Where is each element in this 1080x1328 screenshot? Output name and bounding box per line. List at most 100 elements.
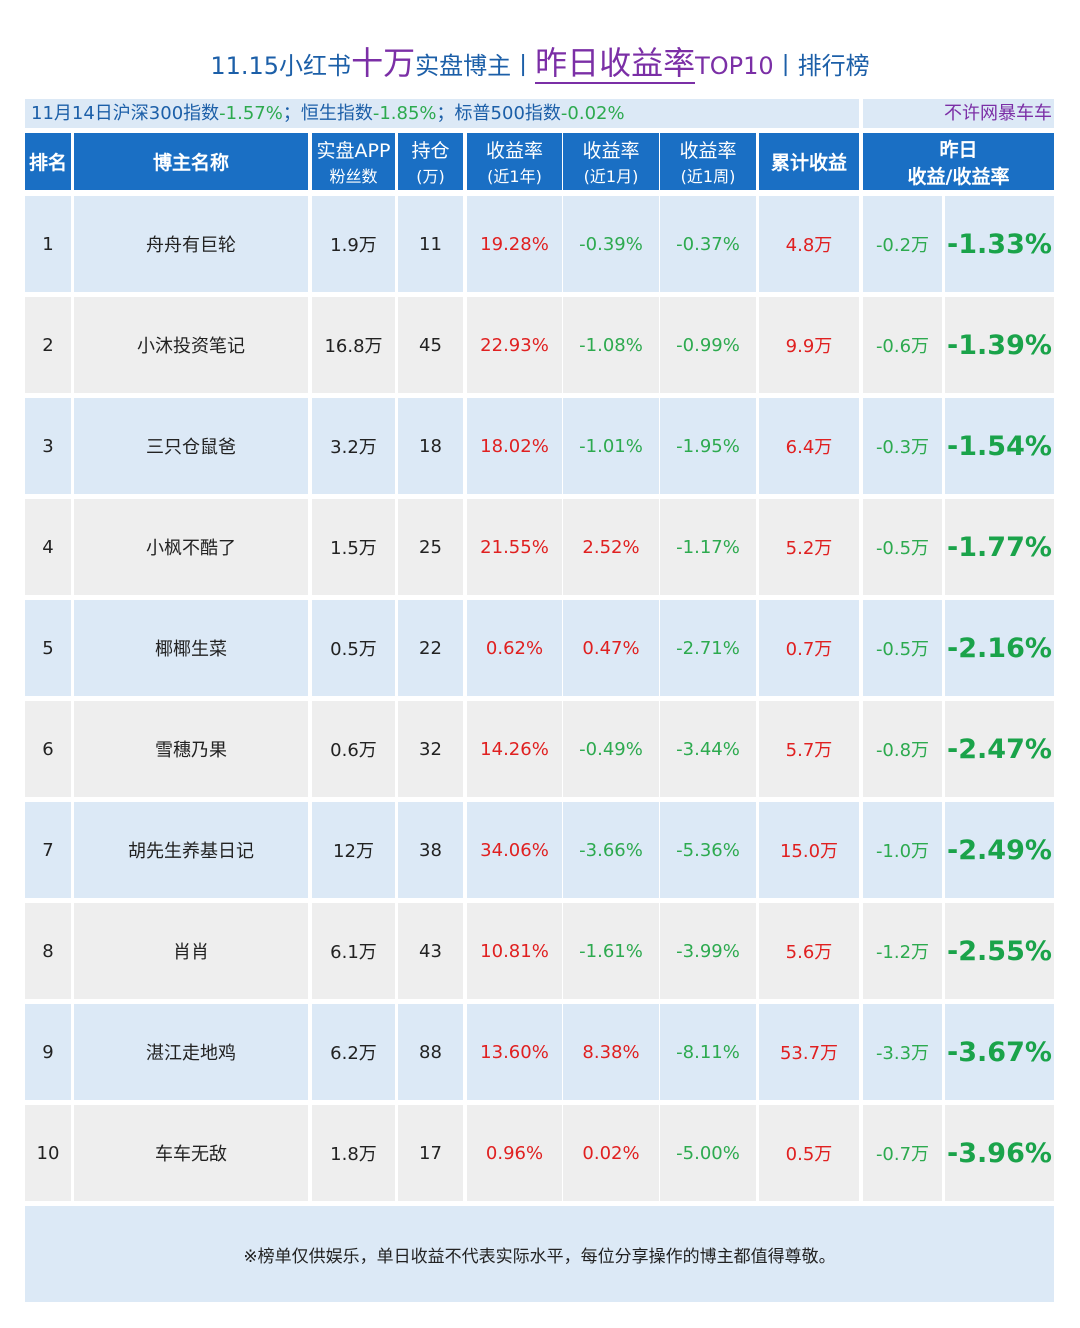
table-cell: 6 [25,701,71,797]
table-cell: 1.5万 [312,499,395,595]
table-cell: 11 [398,196,463,292]
header-text: 累计收益 [770,152,847,174]
header-text: (近1月) [583,167,639,186]
table-cell: -5.36% [660,802,756,898]
title-part: 丨排行榜 [773,52,870,80]
header-text: 收益率 [582,140,640,162]
table-cell: 舟舟有巨轮 [74,196,308,292]
table-cell: -1.2万 [863,903,942,999]
table-cell: 6.2万 [312,1004,395,1100]
table-cell: 32 [398,701,463,797]
header-cell: 昨日 收益/收益率 [863,133,1054,190]
table-cell: -3.3万 [863,1004,942,1100]
table-cell: 8.38% [563,1004,659,1100]
table-cell: 38 [398,802,463,898]
table-cell: -0.5万 [863,499,942,595]
table-cell: 0.7万 [759,600,859,696]
table-cell: -1.08% [563,297,659,393]
table-cell: 0.6万 [312,701,395,797]
table-cell: 8 [25,903,71,999]
table-cell: 43 [398,903,463,999]
table-cell: 5 [25,600,71,696]
table-cell: 4.8万 [759,196,859,292]
table-cell: 6.1万 [312,903,395,999]
table-cell: -2.47% [945,701,1054,797]
table-cell: 4 [25,499,71,595]
table-cell: 1.9万 [312,196,395,292]
table-cell: 5.7万 [759,701,859,797]
header-cell: 博主名称 [74,133,308,190]
table-cell: 88 [398,1004,463,1100]
table-cell: 16.8万 [312,297,395,393]
table-cell: 1 [25,196,71,292]
title-part: 昨日收益率 [535,44,696,84]
table-cell: -1.17% [660,499,756,595]
table-cell: 10.81% [467,903,562,999]
summary-part: 11月14日沪深300指数 [31,103,220,124]
table-cell: -1.01% [563,398,659,494]
table-cell: -2.71% [660,600,756,696]
table-cell: 3 [25,398,71,494]
header-text: 收益/收益率 [907,165,1010,188]
title-part: TOP10 [695,52,774,80]
header-text: 实盘APP [316,140,391,162]
table-cell: 6.4万 [759,398,859,494]
table-cell: 雪穗乃果 [74,701,308,797]
title-part: 丨 [511,52,536,80]
table-cell: 19.28% [467,196,562,292]
header-cell: 收益率 (近1月) [563,133,659,190]
footer: ※榜单仅供娱乐，单日收益不代表实际水平，每位分享操作的博主都值得尊敬。 [25,1206,1054,1302]
header-text: 博主名称 [152,152,229,174]
header-text: (近1周) [680,167,736,186]
header-cell: 收益率 (近1周) [660,133,756,190]
table-cell: -0.49% [563,701,659,797]
header-cell: 收益率 (近1年) [467,133,562,190]
table-cell: 7 [25,802,71,898]
table-cell: -5.00% [660,1105,756,1201]
table-cell: 14.26% [467,701,562,797]
table-cell: 胡先生养基日记 [74,802,308,898]
summary-part: -1.85% [372,103,437,124]
table-cell: 13.60% [467,1004,562,1100]
table-cell: -0.7万 [863,1105,942,1201]
table-cell: -0.2万 [863,196,942,292]
title-part: 十万 [351,44,416,82]
table-cell: -0.6万 [863,297,942,393]
header-text: 持仓 [411,140,450,162]
header-text: 排名 [28,152,67,174]
header-text: 收益率 [485,140,543,162]
table-cell: -3.66% [563,802,659,898]
table-cell: 21.55% [467,499,562,595]
summary-part: ；恒生指数 [282,103,373,124]
table-cell: -0.8万 [863,701,942,797]
table-cell: 0.5万 [759,1105,859,1201]
table-cell: -1.0万 [863,802,942,898]
table-cell: 18 [398,398,463,494]
table-cell: -0.3万 [863,398,942,494]
table-cell: 0.62% [467,600,562,696]
table-cell: 22 [398,600,463,696]
table-cell: -3.67% [945,1004,1054,1100]
table-cell: 22.93% [467,297,562,393]
table-cell: -3.96% [945,1105,1054,1201]
table-cell: -1.77% [945,499,1054,595]
table-cell: 18.02% [467,398,562,494]
header-cell: 排名 [25,133,71,190]
table-cell: 17 [398,1105,463,1201]
table-cell: 0.5万 [312,600,395,696]
table-cell: -3.44% [660,701,756,797]
table-cell: 湛江走地鸡 [74,1004,308,1100]
table-cell: -1.33% [945,196,1054,292]
header-cell: 持仓 (万) [398,133,463,190]
table-cell: 0.47% [563,600,659,696]
header-cell: 实盘APP 粉丝数 [312,133,395,190]
table-cell: 小沐投资笔记 [74,297,308,393]
header-text: (近1年) [487,167,542,186]
summary-part: -1.57% [219,103,283,124]
table-cell: -1.39% [945,297,1054,393]
table-cell: -1.95% [660,398,756,494]
table-cell: 肖肖 [74,903,308,999]
table-cell: 45 [398,297,463,393]
header-text: 收益率 [679,140,737,162]
